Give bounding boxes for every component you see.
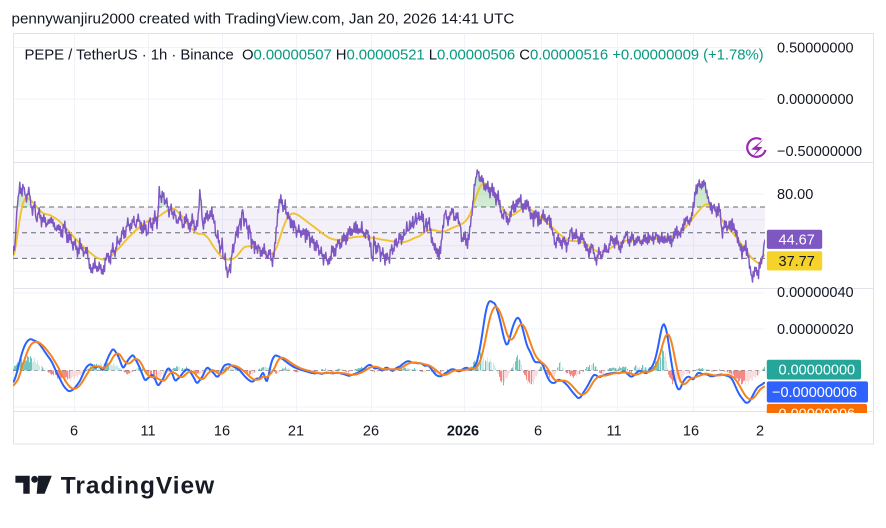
svg-text:2: 2 — [756, 424, 764, 440]
svg-text:6: 6 — [534, 424, 542, 440]
svg-text:0.00000000: 0.00000000 — [777, 92, 854, 108]
svg-text:0.00000006: 0.00000006 — [779, 407, 856, 423]
svg-text:6: 6 — [70, 424, 78, 440]
svg-text:26: 26 — [363, 424, 379, 440]
svg-text:PEPE / TetherUS · 1h · Binance: PEPE / TetherUS · 1h · Binance O0.000005… — [25, 48, 764, 64]
svg-text:16: 16 — [214, 424, 230, 440]
svg-text:−0.00000006: −0.00000006 — [772, 385, 857, 401]
svg-text:0.50000000: 0.50000000 — [777, 41, 854, 57]
svg-text:44.67: 44.67 — [779, 232, 815, 248]
svg-text:0.00000040: 0.00000040 — [777, 285, 854, 301]
svg-text:11: 11 — [606, 424, 621, 440]
svg-text:−0.50000000: −0.50000000 — [777, 144, 862, 160]
svg-text:2026: 2026 — [447, 424, 479, 440]
svg-text:pennywanjiru2000 created with: pennywanjiru2000 created with TradingVie… — [12, 11, 515, 28]
svg-text:TradingView: TradingView — [61, 473, 215, 500]
svg-text:16: 16 — [683, 424, 699, 440]
svg-text:37.77: 37.77 — [779, 254, 815, 270]
svg-text:11: 11 — [140, 424, 155, 440]
svg-text:0.00000000: 0.00000000 — [779, 363, 856, 379]
svg-text:0.00000020: 0.00000020 — [777, 322, 854, 338]
svg-text:80.00: 80.00 — [777, 187, 813, 203]
svg-text:21: 21 — [288, 424, 304, 440]
